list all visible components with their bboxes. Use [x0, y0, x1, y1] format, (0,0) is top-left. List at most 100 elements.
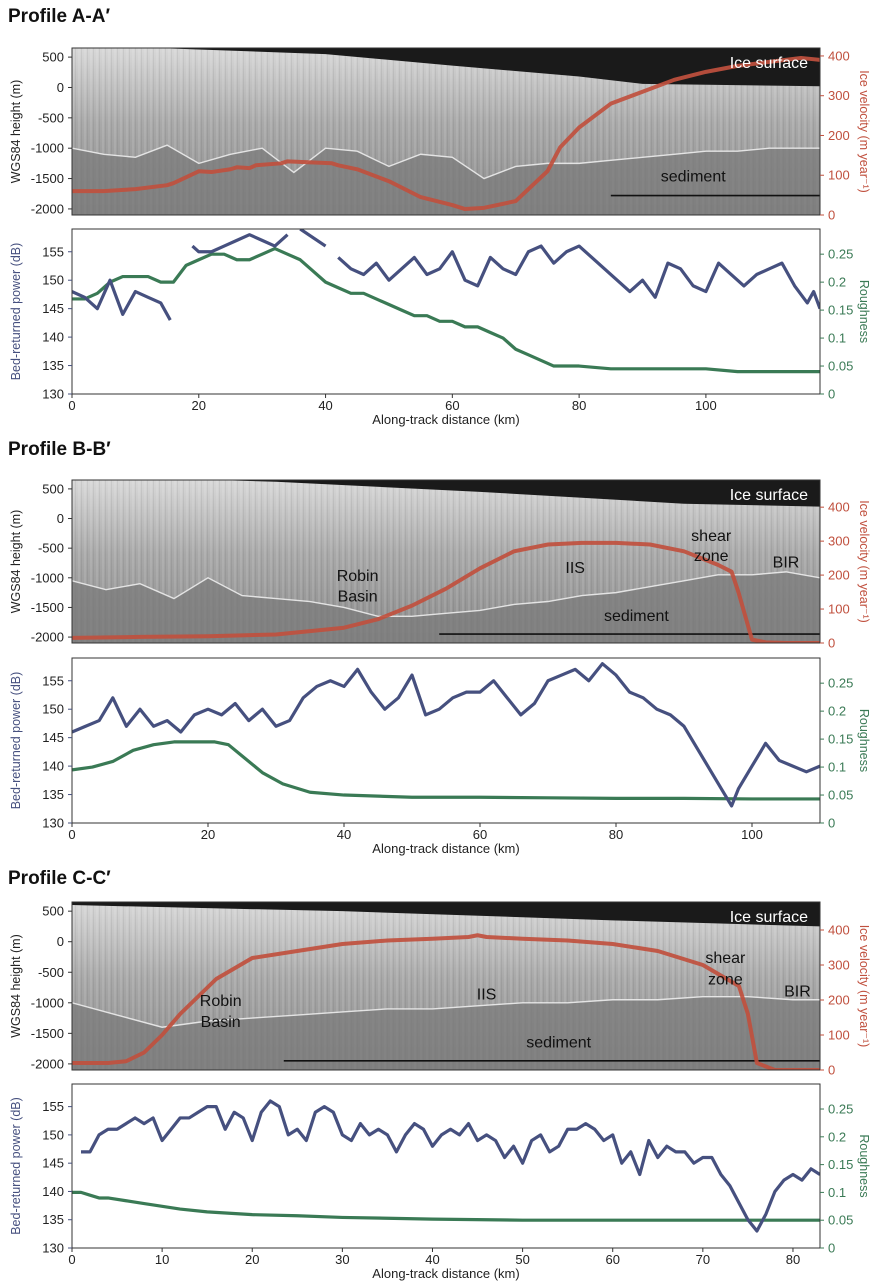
x-tick-label: 20	[245, 1252, 259, 1267]
power-y-axis-label: Bed-returned power (dB)	[9, 1097, 23, 1235]
power-tick-label: 155	[42, 244, 64, 259]
y-tick-label: 0	[57, 80, 64, 95]
radar-y-axis-label: WGS84 height (m)	[9, 80, 23, 184]
y-tick-label: -1000	[31, 141, 64, 156]
radargram-1	[72, 480, 820, 643]
power-tick-label: 140	[42, 759, 64, 774]
roughness-tick-label: 0.05	[828, 788, 853, 803]
annotation-label: Basin	[338, 589, 378, 606]
x-tick-label: 20	[192, 398, 206, 413]
power-plot-0	[72, 229, 820, 374]
velocity-axis-label: Ice velocity (m year⁻¹)	[857, 500, 871, 623]
x-tick-label: 20	[201, 827, 215, 842]
velocity-tick-label: 100	[828, 1028, 850, 1043]
roughness-line	[72, 740, 820, 801]
power-tick-label: 130	[42, 816, 64, 831]
roughness-tick-label: 0.05	[828, 359, 853, 374]
radargram-2	[72, 902, 820, 1070]
x-tick-label: 60	[445, 398, 459, 413]
power-tick-label: 135	[42, 787, 64, 802]
y-tick-label: 500	[42, 904, 64, 919]
roughness-axis-label: Roughness	[857, 1134, 871, 1197]
x-tick-label: 100	[695, 398, 717, 413]
roughness-tick-label: 0	[828, 816, 835, 831]
power-tick-label: 155	[42, 673, 64, 688]
roughness-tick-label: 0.15	[828, 1157, 853, 1172]
roughness-tick-label: 0.25	[828, 1102, 853, 1117]
profile-c-title: Profile C-C′	[8, 868, 111, 889]
roughness-axis-label: Roughness	[857, 709, 871, 772]
annotation-label: shear	[705, 950, 746, 967]
power-frame	[71, 657, 821, 824]
x-tick-label: 60	[605, 1252, 619, 1267]
roughness-line	[72, 1190, 820, 1222]
velocity-line	[72, 55, 820, 212]
ice-surface-label: Ice surface	[730, 909, 808, 926]
roughness-tick-label: 0	[828, 1241, 835, 1256]
bed-reflector	[72, 571, 820, 618]
radar-frame	[71, 47, 821, 216]
x-tick-label: 100	[741, 827, 763, 842]
roughness-tick-label: 0	[828, 387, 835, 402]
ice-surface-layer	[72, 48, 820, 87]
roughness-line	[72, 246, 820, 374]
power-tick-label: 150	[42, 702, 64, 717]
power-line	[299, 229, 327, 248]
velocity-tick-label: 300	[828, 88, 850, 103]
power-plot-1	[72, 662, 820, 808]
power-line	[191, 233, 289, 254]
power-plot-2	[72, 1099, 820, 1233]
velocity-tick-label: 200	[828, 993, 850, 1008]
annotation-label: shear	[691, 528, 732, 545]
roughness-tick-label: 0.15	[828, 303, 853, 318]
annotation-label: Basin	[201, 1014, 241, 1031]
power-tick-label: 145	[42, 730, 64, 745]
roughness-tick-label: 0.2	[828, 704, 846, 719]
annotation-label: Robin	[337, 568, 379, 585]
velocity-tick-label: 400	[828, 48, 850, 63]
ice-surface-label: Ice surface	[730, 55, 808, 72]
y-tick-label: -1500	[31, 171, 64, 186]
velocity-tick-label: 400	[828, 500, 850, 515]
power-y-axis-label: Bed-returned power (dB)	[9, 243, 23, 381]
y-tick-label: -500	[38, 965, 64, 980]
y-tick-label: 500	[42, 481, 64, 496]
power-tick-label: 130	[42, 1241, 64, 1256]
annotation-label: IIS	[565, 560, 585, 577]
y-tick-label: -500	[38, 110, 64, 125]
x-axis-label: Along-track distance (km)	[372, 1266, 519, 1281]
y-tick-label: -2000	[31, 201, 64, 216]
annotation-label: sediment	[526, 1034, 591, 1051]
y-tick-label: 0	[57, 511, 64, 526]
roughness-axis-label: Roughness	[857, 280, 871, 343]
y-tick-label: -500	[38, 541, 64, 556]
roughness-tick-label: 0.2	[828, 1129, 846, 1144]
velocity-tick-label: 100	[828, 602, 850, 617]
roughness-tick-label: 0.2	[828, 275, 846, 290]
roughness-tick-label: 0.25	[828, 247, 853, 262]
power-line	[337, 244, 820, 310]
x-tick-label: 80	[786, 1252, 800, 1267]
y-tick-label: -2000	[31, 630, 64, 645]
ice-surface-label: Ice surface	[730, 487, 808, 504]
power-tick-label: 150	[42, 273, 64, 288]
x-axis-label: Along-track distance (km)	[372, 841, 519, 856]
power-tick-label: 150	[42, 1127, 64, 1142]
x-axis-label: Along-track distance (km)	[372, 412, 519, 427]
x-tick-label: 80	[609, 827, 623, 842]
power-y-axis-label: Bed-returned power (dB)	[9, 672, 23, 810]
velocity-axis-label: Ice velocity (m year⁻¹)	[857, 70, 871, 193]
annotation-label: BIR	[773, 555, 800, 572]
roughness-tick-label: 0.25	[828, 676, 853, 691]
radar-frame	[71, 479, 821, 644]
power-tick-label: 140	[42, 330, 64, 345]
annotation-label: Robin	[200, 993, 242, 1010]
profile-b-title: Profile B-B′	[8, 439, 111, 460]
y-tick-label: 500	[42, 50, 64, 65]
annotation-label: zone	[708, 971, 743, 988]
power-tick-label: 135	[42, 1212, 64, 1227]
velocity-axis-label: Ice velocity (m year⁻¹)	[857, 925, 871, 1048]
x-tick-label: 40	[425, 1252, 439, 1267]
velocity-line	[72, 540, 820, 643]
power-line	[72, 278, 172, 321]
